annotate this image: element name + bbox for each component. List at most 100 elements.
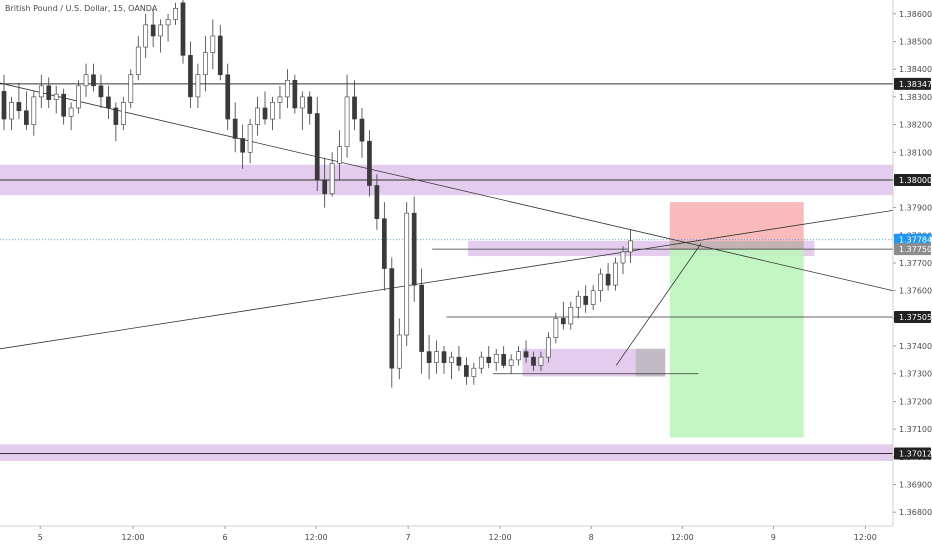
candle-body-47 (352, 96, 357, 120)
candle-body-56 (419, 284, 424, 352)
candle-body-68 (508, 359, 514, 366)
candle-body-67 (501, 354, 507, 366)
candle-body-20 (150, 24, 156, 37)
candle-body-63 (471, 367, 477, 377)
candle-body-36 (270, 102, 275, 120)
candle-body-12 (91, 74, 96, 87)
candle-body-45 (337, 146, 342, 164)
price-label-bg-5 (894, 447, 931, 460)
y-tick-label-5: 1.37300 (899, 370, 932, 379)
candle-body-21 (158, 24, 163, 37)
candle-body-15 (113, 107, 119, 125)
candle-body-29 (217, 35, 223, 76)
candle-body-16 (120, 102, 126, 125)
candle-body-24 (180, 2, 186, 56)
candle-body-3 (24, 110, 29, 125)
price-label-1: 1.38000 (899, 176, 932, 185)
price-label-4: 1.37505 (899, 313, 932, 322)
candle-body-51 (381, 218, 387, 269)
x-tick-label-6: 8 (589, 533, 594, 542)
y-tick-label-17: 1.38500 (899, 38, 932, 47)
candle-body-57 (426, 351, 432, 363)
candle-body-31 (232, 118, 238, 139)
candle-body-79 (590, 290, 596, 305)
y-tick-label-16: 1.38400 (899, 65, 932, 74)
y-tick-label-13: 1.38100 (899, 148, 932, 157)
candle-body-34 (255, 107, 260, 125)
x-tick-label-2: 6 (222, 533, 227, 542)
price-label-3: 1.37750 (899, 245, 932, 254)
x-tick-label-5: 12:00 (489, 533, 512, 542)
y-tick-label-9: 1.37700 (899, 259, 932, 268)
candle-body-44 (329, 163, 335, 195)
candle-body-72 (538, 356, 544, 366)
candle-body-78 (583, 295, 589, 305)
x-tick-label-7: 12:00 (671, 533, 694, 542)
candle-body-59 (441, 351, 447, 363)
candle-body-80 (598, 273, 603, 291)
y-tick-label-15: 1.38300 (899, 93, 932, 102)
candle-body-75 (560, 318, 566, 325)
candle-body-25 (188, 55, 193, 98)
candle-body-13 (98, 85, 104, 98)
price-label-bg-1 (894, 173, 931, 186)
y-tick-label-6: 1.37400 (899, 342, 932, 351)
candle-body-23 (173, 8, 178, 20)
candle-body-65 (486, 356, 492, 363)
candle-body-18 (135, 46, 141, 76)
candle-body-69 (516, 351, 521, 361)
y-tick-label-14: 1.38200 (899, 121, 932, 130)
y-tick-label-3: 1.37100 (899, 425, 932, 434)
candle-body-28 (210, 35, 216, 53)
price-label-2: 1.37784 (899, 236, 932, 245)
price-label-bg-2 (894, 233, 931, 246)
candle-body-66 (493, 354, 499, 363)
candle-body-38 (285, 79, 290, 98)
candle-body-64 (478, 356, 484, 369)
y-tick-label-4: 1.37200 (899, 397, 932, 406)
time-axis-bg (0, 526, 932, 550)
candle-body-52 (389, 268, 395, 369)
candle-body-2 (16, 102, 22, 112)
price-label-bg-0 (894, 77, 931, 90)
x-tick-label-3: 12:00 (305, 533, 328, 542)
price-label-bg-3 (894, 243, 931, 256)
position-layer (669, 202, 804, 438)
candle-body-33 (247, 124, 253, 153)
candle-body-0 (1, 91, 7, 120)
price-label-bg-4 (894, 310, 931, 323)
candle-body-5 (38, 85, 44, 98)
candle-body-7 (53, 93, 59, 100)
candle-body-41 (307, 96, 313, 114)
candle-body-62 (464, 365, 469, 377)
candle-body-32 (240, 138, 246, 153)
candle-body-30 (225, 74, 231, 120)
candle-body-76 (568, 306, 574, 325)
candle-body-84 (628, 240, 633, 253)
candle-body-61 (456, 356, 462, 366)
x-tick-label-4: 7 (406, 533, 411, 542)
candle-body-48 (359, 118, 365, 142)
candle-body-9 (68, 107, 74, 117)
candle-body-17 (128, 74, 134, 103)
candle-body-27 (203, 52, 208, 76)
candle-body-42 (314, 113, 320, 181)
x-tick-label-1: 12:00 (122, 533, 145, 542)
candle-body-6 (46, 85, 52, 100)
trendline-0 (0, 82, 894, 292)
candle-body-77 (575, 295, 581, 308)
x-tick-label-8: 9 (771, 533, 776, 542)
price-label-5: 1.37012 (899, 449, 932, 458)
candle-body-50 (374, 185, 380, 220)
x-tick-label-9: 12:00 (854, 533, 877, 542)
candle-body-40 (299, 96, 305, 109)
x-tick-label-0: 5 (38, 533, 43, 542)
price-label-0: 1.38347 (899, 80, 932, 89)
candle-body-83 (620, 251, 626, 264)
y-tick-label-18: 1.38600 (899, 10, 932, 19)
candles-layer (1, 0, 633, 388)
candle-body-55 (411, 212, 417, 286)
